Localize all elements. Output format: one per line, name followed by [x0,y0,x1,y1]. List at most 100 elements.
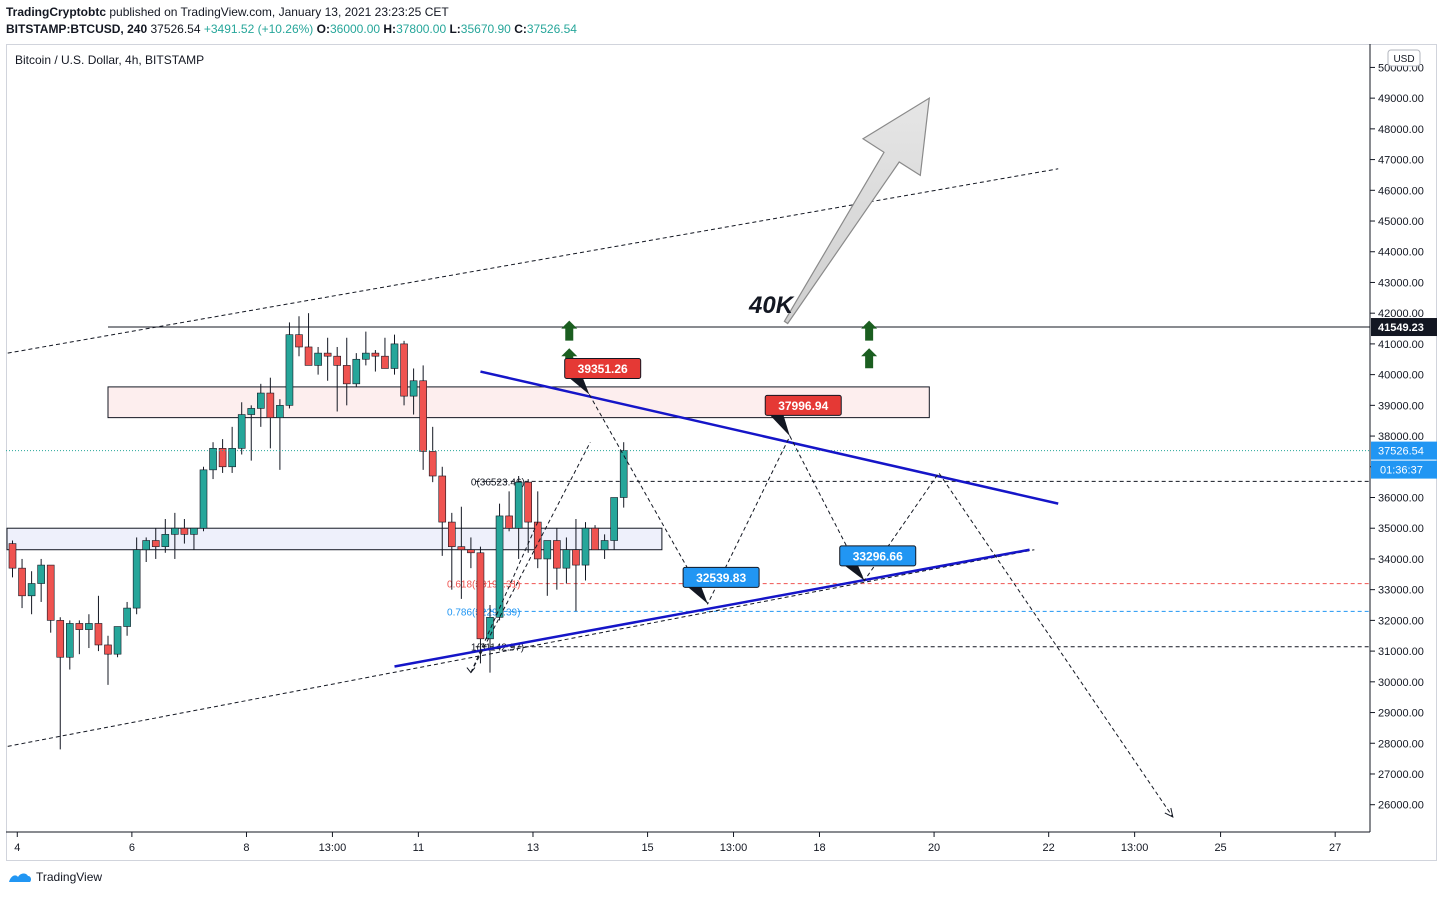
candle[interactable] [352,353,361,387]
tradingview-footer[interactable]: TradingView [8,870,102,884]
big-up-arrow-icon[interactable] [783,96,931,325]
candle[interactable] [218,439,227,473]
candle[interactable] [228,426,236,473]
tradingview-logo-icon [9,873,32,882]
candle[interactable] [457,506,466,599]
upper-channel-line[interactable] [7,168,1059,354]
currency-badge[interactable]: USD [1387,49,1421,67]
candle[interactable] [247,405,256,461]
candle[interactable] [37,558,45,602]
x-tick-label: 13 [527,842,539,854]
price-callout[interactable]: 32539.83 [682,566,760,604]
y-tick-label: 42000.00 [1378,308,1424,320]
candle[interactable] [572,519,580,612]
green-up-arrow-icon[interactable] [861,348,878,369]
descending-trend-line[interactable] [480,370,1059,505]
green-up-arrow-icon[interactable] [561,320,578,341]
candle[interactable] [180,519,189,544]
last-price-tag [1371,441,1437,460]
candle-body [419,380,427,452]
candle[interactable] [285,322,294,409]
candle[interactable] [467,537,475,569]
candle[interactable] [600,534,609,559]
candle[interactable] [295,316,303,357]
candle[interactable] [104,635,112,685]
annotation-40k[interactable]: 40K [748,292,795,319]
candle[interactable] [209,442,217,480]
candle[interactable] [161,519,170,553]
candle[interactable] [524,479,533,553]
candle[interactable] [495,503,504,621]
candle[interactable] [390,334,399,375]
candle[interactable] [237,402,246,455]
projection-path[interactable] [588,394,1174,818]
candle[interactable] [362,331,370,366]
candle[interactable] [619,442,628,508]
candle[interactable] [66,620,74,670]
y-tick-label: 32000.00 [1378,615,1424,627]
candle[interactable] [591,525,599,551]
candle[interactable] [438,466,447,556]
candle[interactable] [276,399,284,470]
candle[interactable] [409,368,418,415]
support-zone[interactable] [6,527,663,551]
candle[interactable] [543,540,552,596]
candle[interactable] [142,537,150,563]
x-tick-label: 6 [129,842,135,854]
candle[interactable] [190,527,198,550]
candle[interactable] [18,558,26,609]
candle-body [400,343,408,397]
candle[interactable] [419,365,427,470]
lower-channel-line[interactable] [7,549,1035,747]
candle[interactable] [314,346,322,375]
candle[interactable] [27,571,36,615]
candle[interactable] [46,564,55,633]
candle[interactable] [476,546,485,664]
candle[interactable] [342,337,351,406]
candle-body [142,540,150,551]
green-up-arrow-icon[interactable] [861,320,878,341]
candle[interactable] [132,537,141,615]
price-callout[interactable]: 39351.26 [564,357,642,395]
fib-base-line[interactable] [470,441,591,673]
candle[interactable] [323,337,332,381]
candle[interactable] [123,601,131,636]
price-callout[interactable]: 37996.94 [764,394,842,437]
price-callout[interactable]: 33296.66 [839,545,917,581]
open-value: 36000.00 [329,22,381,36]
candle[interactable] [266,377,275,449]
y-tick-label: 39000.00 [1378,400,1424,412]
candle[interactable] [94,595,103,652]
candle[interactable] [333,346,342,412]
candle[interactable] [371,350,380,372]
candle[interactable] [8,540,17,578]
candle[interactable] [610,497,618,550]
candle[interactable] [75,620,84,655]
candle[interactable] [56,617,65,750]
y-tick-label: 41000.00 [1378,339,1424,351]
candle[interactable] [505,491,513,532]
candle[interactable] [85,614,93,649]
candle[interactable] [256,383,265,427]
candle[interactable] [400,340,408,406]
ascending-trend-line[interactable] [394,548,1030,668]
candle-body [409,380,418,397]
candle[interactable] [199,466,208,532]
publisher-name[interactable]: TradingCryptobtc [6,5,107,19]
x-tick-label: 20 [928,842,940,854]
candle[interactable] [113,626,122,658]
candle[interactable] [428,426,437,483]
candle[interactable] [381,337,389,369]
candle[interactable] [562,537,571,584]
candle[interactable] [447,512,456,590]
candle[interactable] [514,475,523,559]
candle[interactable] [581,522,590,581]
candle[interactable] [553,528,561,590]
countdown-text: 01:36:37 [1380,465,1423,477]
low-value: 35670.90 [460,22,511,36]
candle[interactable] [533,491,542,569]
candle[interactable] [304,313,313,366]
candle[interactable] [171,512,179,559]
candle[interactable] [151,528,160,559]
